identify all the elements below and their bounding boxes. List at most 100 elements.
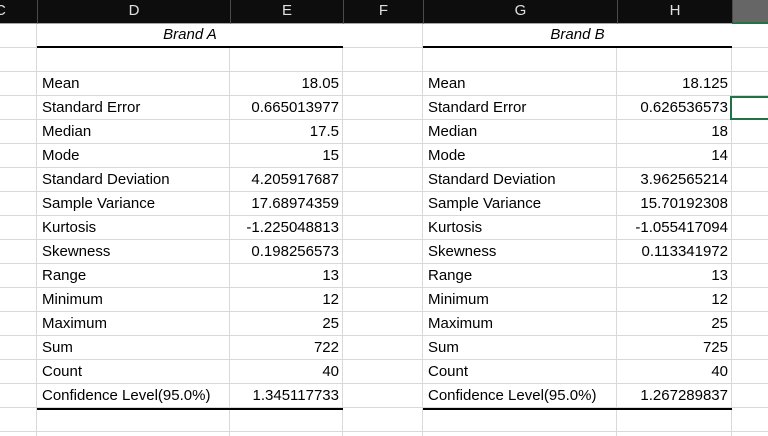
empty-row[interactable] — [423, 48, 732, 72]
column-letter: F — [378, 2, 389, 19]
column-header-c[interactable]: C — [0, 0, 37, 24]
stat-label-cell[interactable]: Standard Error — [42, 99, 141, 116]
table-row: Kurtosis -1.225048813 — [37, 216, 343, 240]
stat-value-cell[interactable]: 17.68974359 — [251, 195, 339, 212]
stat-value-cell[interactable]: 18.125 — [682, 75, 728, 92]
stat-label-cell[interactable]: Minimum — [428, 291, 489, 308]
stat-label-cell[interactable]: Count — [428, 363, 469, 380]
stat-value-cell[interactable]: 0.198256573 — [251, 243, 339, 260]
stat-label-cell[interactable]: Maximum — [428, 315, 494, 332]
sheet-body: Brand A Mean 18.05 Standard Error 0.6650… — [0, 24, 768, 436]
stat-value-cell[interactable]: 4.205917687 — [251, 171, 339, 188]
table-row: Median 18 — [423, 120, 732, 144]
column-letter: C — [0, 2, 6, 19]
table-row: Kurtosis -1.055417094 — [423, 216, 732, 240]
table-row: Minimum 12 — [37, 288, 343, 312]
stat-value-cell[interactable]: 18 — [711, 123, 728, 140]
table-row: Sample Variance 15.70192308 — [423, 192, 732, 216]
stat-value-cell[interactable]: 14 — [711, 147, 728, 164]
stat-value-cell[interactable]: 722 — [313, 339, 339, 356]
stat-label-cell[interactable]: Standard Error — [428, 99, 527, 116]
table-row: Standard Error 0.665013977 — [37, 96, 343, 120]
stat-label-cell[interactable]: Sum — [42, 339, 73, 356]
stat-value-cell[interactable]: 12 — [711, 291, 728, 308]
stat-label-cell[interactable]: Mode — [428, 147, 466, 164]
stat-value-cell[interactable]: 1.345117733 — [252, 387, 339, 404]
stat-label-cell[interactable]: Range — [428, 267, 473, 284]
column-header-e[interactable]: E — [230, 0, 343, 24]
stat-value-cell[interactable]: 25 — [711, 315, 728, 332]
stat-label-cell[interactable]: Median — [428, 123, 478, 140]
stat-label-cell[interactable]: Median — [42, 123, 92, 140]
table-row: Maximum 25 — [37, 312, 343, 336]
stat-label-cell[interactable]: Maximum — [42, 315, 108, 332]
column-header-d[interactable]: D — [37, 0, 230, 24]
stat-label-cell[interactable]: Confidence Level(95.0%) — [42, 387, 211, 404]
stat-label-cell[interactable]: Range — [42, 267, 87, 284]
stat-value-cell[interactable]: 0.113341972 — [641, 243, 728, 260]
stat-value-cell[interactable]: 1.267289837 — [640, 387, 728, 404]
stat-label-cell[interactable]: Sum — [428, 339, 459, 356]
column-letter: G — [514, 2, 527, 19]
stat-value-cell[interactable]: -1.055417094 — [635, 219, 728, 236]
column-header-i-selected[interactable] — [732, 0, 768, 24]
stat-label-cell[interactable]: Mode — [42, 147, 80, 164]
table-row: Sample Variance 17.68974359 — [37, 192, 343, 216]
column-letter: H — [669, 2, 681, 19]
stat-label-cell[interactable]: Kurtosis — [428, 219, 483, 236]
brand-b-rows: Mean 18.125 Standard Error 0.626536573 M… — [423, 72, 732, 408]
table-row: Confidence Level(95.0%) 1.345117733 — [37, 384, 343, 408]
stat-label-cell[interactable]: Count — [42, 363, 83, 380]
selected-cell-indicator — [730, 96, 768, 120]
stat-label-cell[interactable]: Minimum — [42, 291, 103, 308]
stat-label-cell[interactable]: Skewness — [42, 243, 111, 260]
table-row: Standard Error 0.626536573 — [423, 96, 732, 120]
table-row: Range 13 — [37, 264, 343, 288]
brand-a-title-cell[interactable]: Brand A — [37, 24, 343, 48]
stat-value-cell[interactable]: 0.665013977 — [251, 99, 339, 116]
column-header-h[interactable]: H — [617, 0, 732, 24]
column-header-g[interactable]: G — [423, 0, 617, 24]
stat-value-cell[interactable]: 0.626536573 — [640, 99, 728, 116]
stat-value-cell[interactable]: -1.225048813 — [246, 219, 339, 236]
empty-row[interactable] — [37, 48, 343, 72]
stat-label-cell[interactable]: Sample Variance — [428, 195, 542, 212]
stat-value-cell[interactable]: 25 — [322, 315, 339, 332]
brand-a-rows: Mean 18.05 Standard Error 0.665013977 Me… — [37, 72, 343, 408]
stat-value-cell[interactable]: 12 — [322, 291, 339, 308]
table-row: Skewness 0.198256573 — [37, 240, 343, 264]
stat-label-cell[interactable]: Confidence Level(95.0%) — [428, 387, 597, 404]
stat-value-cell[interactable]: 13 — [711, 267, 728, 284]
table-row: Sum 725 — [423, 336, 732, 360]
column-letter: E — [281, 2, 292, 19]
table-row: Median 17.5 — [37, 120, 343, 144]
brand-b-title-cell[interactable]: Brand B — [423, 24, 732, 48]
stat-value-cell[interactable]: 18.05 — [301, 75, 339, 92]
stat-label-cell[interactable]: Skewness — [428, 243, 497, 260]
table-row: Mean 18.05 — [37, 72, 343, 96]
stat-label-cell[interactable]: Standard Deviation — [42, 171, 170, 188]
stat-value-cell[interactable]: 40 — [322, 363, 339, 380]
table-row: Sum 722 — [37, 336, 343, 360]
stat-label-cell[interactable]: Kurtosis — [42, 219, 97, 236]
column-header-f[interactable]: F — [343, 0, 423, 24]
stat-label-cell[interactable]: Mean — [428, 75, 466, 92]
stat-value-cell[interactable]: 13 — [322, 267, 339, 284]
stat-label-cell[interactable]: Sample Variance — [42, 195, 156, 212]
stat-value-cell[interactable]: 17.5 — [309, 123, 339, 140]
stat-label-cell[interactable]: Mean — [42, 75, 80, 92]
table-row: Confidence Level(95.0%) 1.267289837 — [423, 384, 732, 408]
stat-value-cell[interactable]: 725 — [702, 339, 728, 356]
stat-value-cell[interactable]: 3.962565214 — [640, 171, 728, 188]
stat-value-cell[interactable]: 40 — [711, 363, 728, 380]
table-row: Mode 15 — [37, 144, 343, 168]
stat-value-cell[interactable]: 15.70192308 — [640, 195, 728, 212]
table-row: Maximum 25 — [423, 312, 732, 336]
stat-label-cell[interactable]: Standard Deviation — [428, 171, 556, 188]
stat-value-cell[interactable]: 15 — [322, 147, 339, 164]
table-row: Count 40 — [37, 360, 343, 384]
descriptive-stats-table-brand-a: Brand A Mean 18.05 Standard Error 0.6650… — [37, 24, 343, 410]
table-row: Range 13 — [423, 264, 732, 288]
descriptive-stats-table-brand-b: Brand B Mean 18.125 Standard Error 0.626… — [423, 24, 732, 410]
